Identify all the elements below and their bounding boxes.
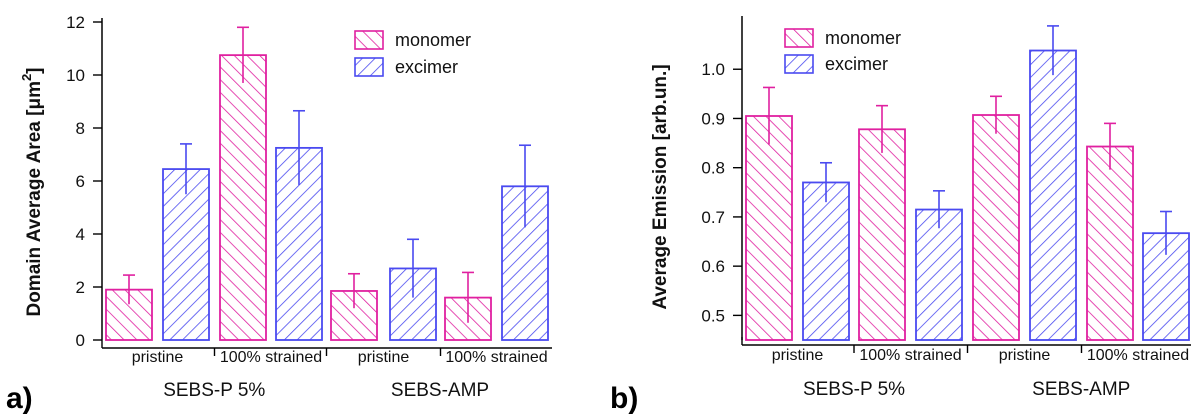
panel-b-letter: b)	[610, 382, 638, 415]
panel-a-y-tick-label: 12	[66, 13, 85, 32]
panel-a-category-label: 100% strained	[445, 349, 547, 366]
panel-b-category-label: pristine	[772, 347, 824, 364]
chart-panel-b: Average Emission [arb.un.] b) 0.5 0.6 0.7 0…	[610, 16, 1191, 415]
panel-b-category-label: 100% strained	[1087, 347, 1189, 364]
panel-a-y-axis-label-main: Domain Average Area [μm	[24, 81, 45, 316]
panel-b-y-tick-label: 1.0	[701, 60, 725, 79]
panel-a-letter: a)	[6, 382, 33, 415]
panel-b-legend-swatch-excimer	[784, 54, 814, 74]
panel-a-legend-label-excimer: excimer	[395, 57, 458, 77]
panel-a-y-tick-label: 4	[76, 225, 85, 244]
panel-b-bar-monomer	[972, 114, 1020, 341]
panel-b-bar-excimer	[1029, 49, 1077, 341]
panel-b-group-label: SEBS-AMP	[1032, 379, 1130, 400]
panel-a-y-axis-label: Domain Average Area [μm2]	[19, 67, 45, 316]
panel-b-category-label: pristine	[999, 347, 1051, 364]
panel-b-y-tick-label: 0.6	[701, 257, 725, 276]
panel-b-bar-excimer	[915, 208, 963, 341]
panel-b-bar-excimer	[802, 181, 850, 341]
panel-a-category-label: pristine	[132, 349, 184, 366]
panel-a-group-label: SEBS-AMP	[391, 380, 489, 401]
panel-b-legend-label-monomer: monomer	[825, 28, 901, 48]
panel-a-y-tick-label: 2	[76, 278, 85, 297]
panel-b-bar-monomer	[858, 128, 906, 341]
panel-b-group-label: SEBS-P 5%	[803, 379, 905, 400]
panel-b-y-tick-label: 0.9	[701, 109, 725, 128]
panel-a-group-label: SEBS-P 5%	[163, 380, 265, 401]
panel-a-y-tick-label: 0	[76, 331, 85, 350]
panel-a-legend-swatch-excimer	[354, 57, 384, 77]
panel-b-bar-monomer	[1086, 145, 1134, 341]
panel-b-category-label: 100% strained	[859, 347, 961, 364]
panel-b-bar-monomer	[745, 115, 793, 341]
panel-a-y-tick-label: 10	[66, 66, 85, 85]
panel-a-y-tick-label: 6	[76, 172, 85, 191]
panel-b-y-tick-label: 0.7	[701, 208, 725, 227]
panel-a-legend-label-monomer: monomer	[395, 30, 471, 50]
panel-b-y-tick-label: 0.5	[701, 306, 725, 325]
svg-text:Domain Average Area [μm2]: Domain Average Area [μm2]	[19, 67, 45, 316]
panel-b-legend: monomer excimer	[784, 28, 901, 74]
panel-a-y-tick-label: 8	[76, 119, 85, 138]
panel-a-category-label: 100% strained	[220, 349, 322, 366]
panel-b-legend-label-excimer: excimer	[825, 54, 888, 74]
panel-a-bar-monomer	[330, 290, 378, 341]
panel-b-y-tick-label: 0.8	[701, 159, 725, 178]
panel-a-legend: monomer excimer	[354, 30, 471, 77]
panel-a-bar-monomer	[219, 54, 267, 341]
panel-a-category-label: pristine	[358, 349, 410, 366]
chart-panel-a: Domain Average Area [μm2] a) 024681012pr…	[6, 13, 552, 415]
panel-a-y-axis-label-superscript: 2	[19, 74, 34, 81]
panel-a-y-axis-label-end: ]	[24, 67, 45, 73]
panel-b-legend-swatch-monomer	[784, 28, 814, 48]
panel-b-y-axis-label: Average Emission [arb.un.]	[650, 64, 671, 309]
panel-a-bar-excimer	[162, 168, 210, 341]
panel-a-legend-swatch-monomer	[354, 30, 384, 50]
